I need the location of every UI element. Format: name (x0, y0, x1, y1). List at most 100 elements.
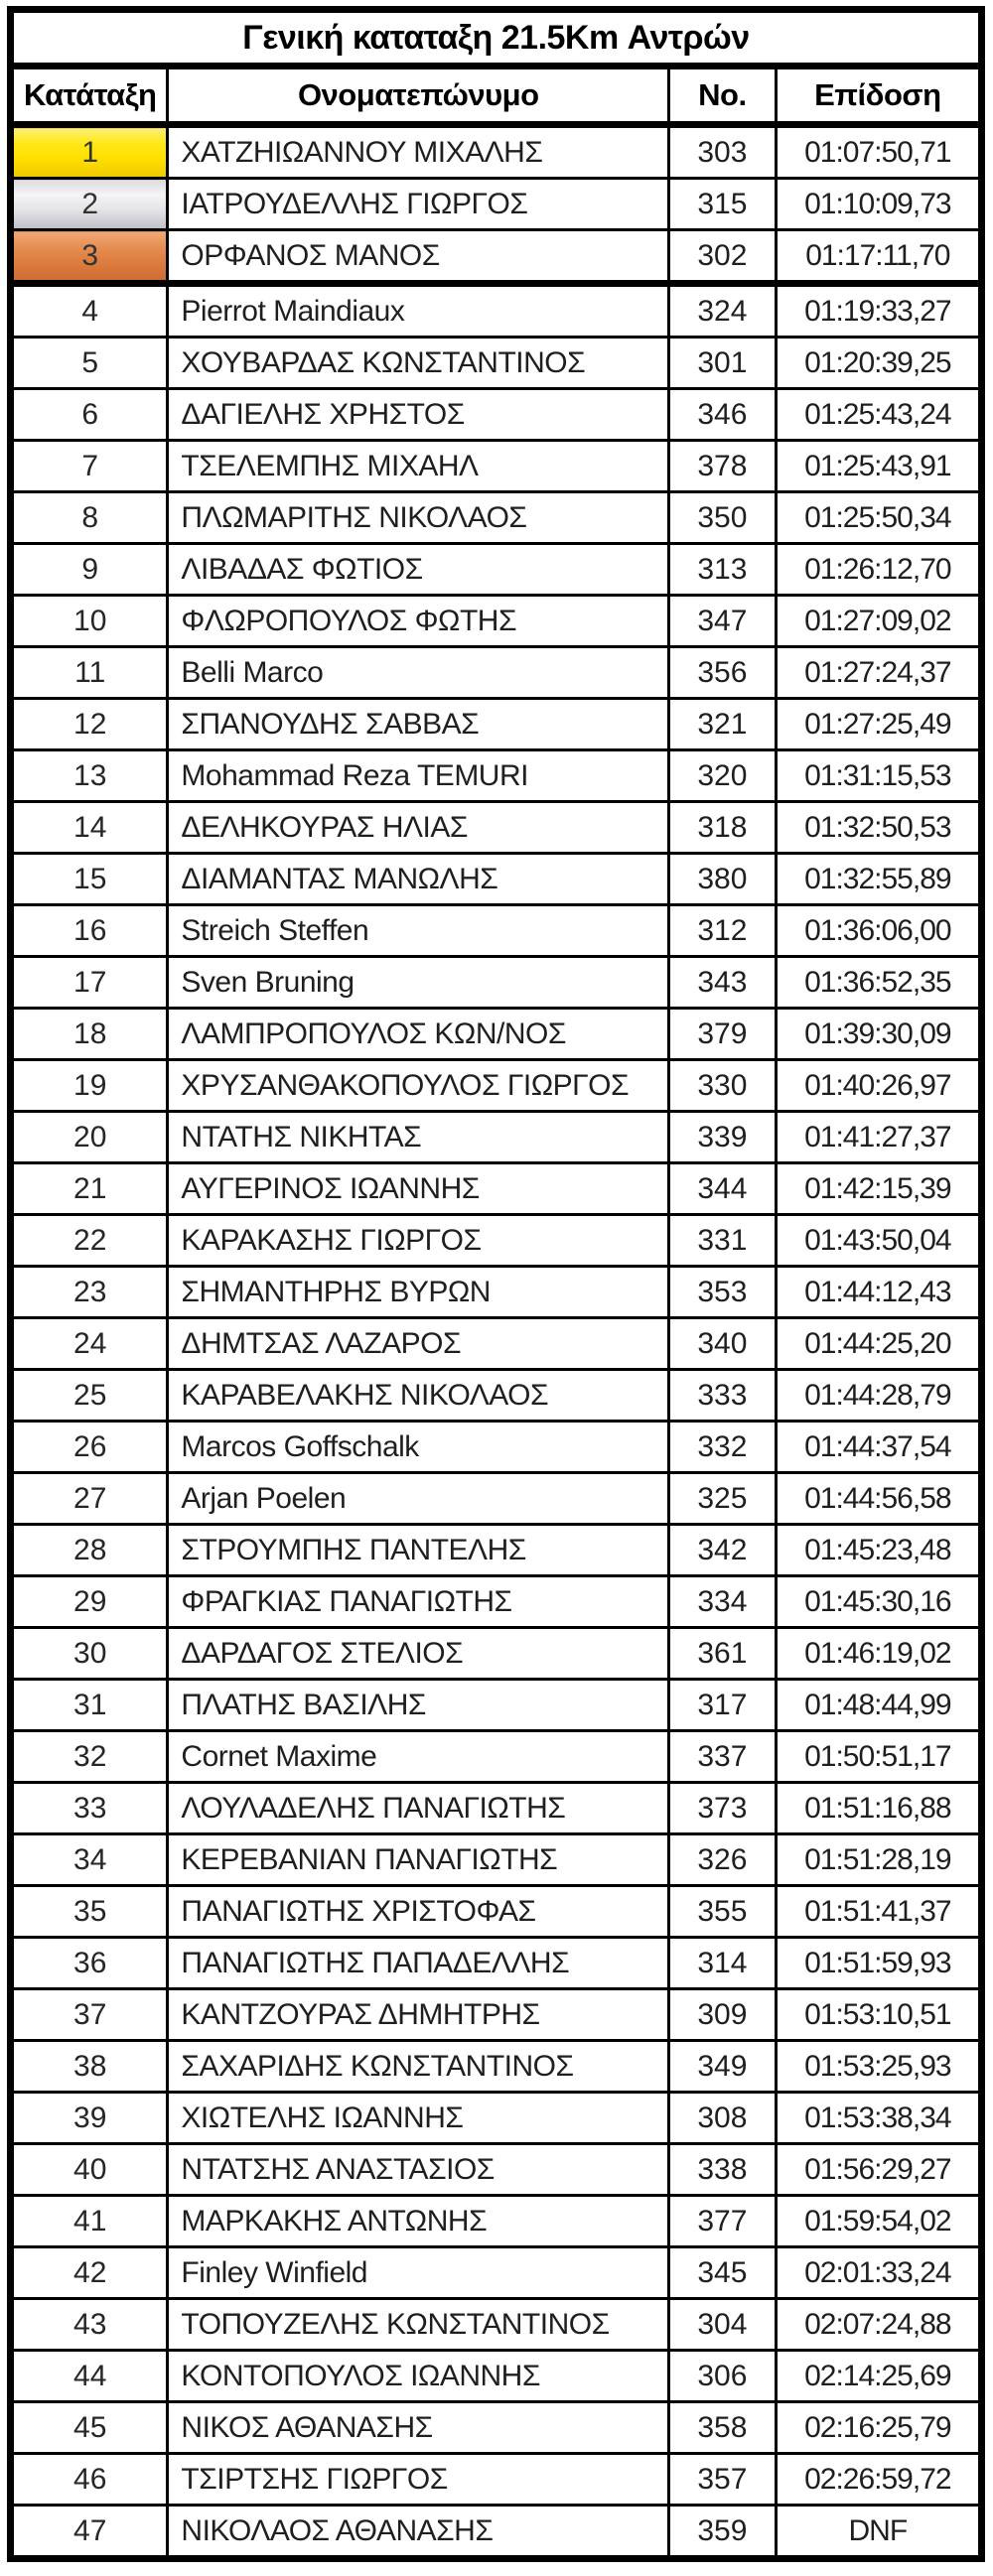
name-cell: Belli Marco (166, 645, 671, 700)
bib-number-cell: 356 (667, 645, 778, 700)
bib-number-cell: 345 (667, 2245, 778, 2300)
rank-cell: 32 (8, 1729, 170, 1784)
name-cell: ΧΟΥΒΑΡΔΑΣ ΚΩΝΣΤΑΝΤΙΝΟΣ (166, 336, 671, 390)
time-cell: 01:44:56,58 (774, 1471, 984, 1526)
table-row: 18 ΛΑΜΠΡΟΠΟΥΛΟΣ ΚΩΝ/ΝΟΣ 379 01:39:30,09 (8, 1007, 984, 1061)
bib-number-cell: 373 (667, 1781, 778, 1835)
name-cell: ΣΠΑΝΟΥΔΗΣ ΣΑΒΒΑΣ (166, 697, 671, 751)
bib-number-cell: 343 (667, 955, 778, 1010)
rank-cell: 7 (8, 439, 170, 493)
time-cell: 01:53:25,93 (774, 2039, 984, 2094)
rank-cell: 31 (8, 1678, 170, 1732)
rank-cell: 24 (8, 1316, 170, 1371)
table-header-row: Κατάταξη Ονοματεπώνυμο No. Επίδοση (8, 65, 984, 128)
rank-cell: 29 (8, 1574, 170, 1629)
bib-number-cell: 344 (667, 1161, 778, 1216)
rank-cell: 47 (8, 2504, 170, 2560)
time-cell: 01:27:09,02 (774, 594, 984, 648)
time-cell: 01:25:50,34 (774, 490, 984, 545)
name-cell: ΔΑΡΔΑΓΟΣ ΣΤΕΛΙΟΣ (166, 1626, 671, 1681)
table-row: 41 ΜΑΡΚΑΚΗΣ ΑΝΤΩΝΗΣ 377 01:59:54,02 (8, 2194, 984, 2248)
table-row: 37 ΚΑΝΤΖΟΥΡΑΣ ΔΗΜΗΤΡΗΣ 309 01:53:10,51 (8, 1987, 984, 2042)
bib-number-cell: 339 (667, 1110, 778, 1164)
table-row: 46 ΤΣΙΡΤΣΗΣ ΓΙΩΡΓΟΣ 357 02:26:59,72 (8, 2452, 984, 2507)
rank-cell: 27 (8, 1471, 170, 1526)
name-cell: ΛΙΒΑΔΑΣ ΦΩΤΙΟΣ (166, 542, 671, 597)
rank-cell: 3 (8, 228, 170, 287)
rank-cell: 44 (8, 2349, 170, 2403)
time-cell: 02:16:25,79 (774, 2400, 984, 2455)
time-cell: 01:51:16,88 (774, 1781, 984, 1835)
rank-cell: 18 (8, 1007, 170, 1061)
table-row: 23 ΣΗΜΑΝΤΗΡΗΣ ΒΥΡΩΝ 353 01:44:12,43 (8, 1265, 984, 1319)
time-cell: DNF (774, 2504, 984, 2560)
table-row: 6 ΔΑΓΙΕΛΗΣ ΧΡΗΣΤΟΣ 346 01:25:43,24 (8, 387, 984, 442)
column-header-name: Ονοματεπώνυμο (166, 65, 671, 128)
name-cell: Marcos Goffschalk (166, 1420, 671, 1474)
bib-number-cell: 325 (667, 1471, 778, 1526)
time-cell: 01:36:52,35 (774, 955, 984, 1010)
bib-number-cell: 357 (667, 2452, 778, 2507)
bib-number-cell: 308 (667, 2091, 778, 2145)
name-cell: ΝΙΚΟΣ ΑΘΑΝΑΣΗΣ (166, 2400, 671, 2455)
rank-cell: 5 (8, 336, 170, 390)
name-cell: Arjan Poelen (166, 1471, 671, 1526)
bib-number-cell: 303 (667, 123, 778, 180)
rank-cell: 28 (8, 1523, 170, 1577)
rank-cell: 45 (8, 2400, 170, 2455)
name-cell: Cornet Maxime (166, 1729, 671, 1784)
bib-number-cell: 320 (667, 748, 778, 803)
time-cell: 01:51:59,93 (774, 1936, 984, 1990)
table-row: 21 ΑΥΓΕΡΙΝΟΣ ΙΩΑΝΝΗΣ 344 01:42:15,39 (8, 1161, 984, 1216)
time-cell: 01:43:50,04 (774, 1213, 984, 1268)
time-cell: 01:51:41,37 (774, 1884, 984, 1939)
bib-number-cell: 378 (667, 439, 778, 493)
time-cell: 01:26:12,70 (774, 542, 984, 597)
rank-cell: 11 (8, 645, 170, 700)
time-cell: 01:19:33,27 (774, 282, 984, 339)
table-row: 26 Marcos Goffschalk 332 01:44:37,54 (8, 1420, 984, 1474)
table-row: 28 ΣΤΡΟΥΜΠΗΣ ΠΑΝΤΕΛΗΣ 342 01:45:23,48 (8, 1523, 984, 1577)
table-row: 43 ΤΟΠΟΥΖΕΛΗΣ ΚΩΝΣΤΑΝΤΙΝΟΣ 304 02:07:24,… (8, 2297, 984, 2352)
time-cell: 01:42:15,39 (774, 1161, 984, 1216)
name-cell: Finley Winfield (166, 2245, 671, 2300)
name-cell: ΦΛΩΡΟΠΟΥΛΟΣ ΦΩΤΗΣ (166, 594, 671, 648)
name-cell: ΚΟΝΤΟΠΟΥΛΟΣ ΙΩΑΝΝΗΣ (166, 2349, 671, 2403)
time-cell: 01:07:50,71 (774, 123, 984, 180)
table-row: 35 ΠΑΝΑΓΙΩΤΗΣ ΧΡΙΣΤΟΦΑΣ 355 01:51:41,37 (8, 1884, 984, 1939)
name-cell: ΑΥΓΕΡΙΝΟΣ ΙΩΑΝΝΗΣ (166, 1161, 671, 1216)
time-cell: 01:44:37,54 (774, 1420, 984, 1474)
table-row: 31 ΠΛΑΤΗΣ ΒΑΣΙΛΗΣ 317 01:48:44,99 (8, 1678, 984, 1732)
name-cell: ΠΛΑΤΗΣ ΒΑΣΙΛΗΣ (166, 1678, 671, 1732)
name-cell: ΠΑΝΑΓΙΩΤΗΣ ΧΡΙΣΤΟΦΑΣ (166, 1884, 671, 1939)
table-row: 44 ΚΟΝΤΟΠΟΥΛΟΣ ΙΩΑΝΝΗΣ 306 02:14:25,69 (8, 2349, 984, 2403)
name-cell: ΧΑΤΖΗΙΩΑΝΝΟΥ ΜΙΧΑΛΗΣ (166, 123, 671, 180)
time-cell: 01:40:26,97 (774, 1058, 984, 1113)
table-row: 5 ΧΟΥΒΑΡΔΑΣ ΚΩΝΣΤΑΝΤΙΝΟΣ 301 01:20:39,25 (8, 336, 984, 390)
rank-cell: 40 (8, 2142, 170, 2197)
bib-number-cell: 302 (667, 228, 778, 287)
time-cell: 01:27:25,49 (774, 697, 984, 751)
name-cell: ΚΑΡΑΒΕΛΑΚΗΣ ΝΙΚΟΛΑΟΣ (166, 1368, 671, 1423)
rank-cell: 35 (8, 1884, 170, 1939)
bib-number-cell: 380 (667, 852, 778, 906)
bib-number-cell: 377 (667, 2194, 778, 2248)
table-row: 25 ΚΑΡΑΒΕΛΑΚΗΣ ΝΙΚΟΛΑΟΣ 333 01:44:28,79 (8, 1368, 984, 1423)
name-cell: Streich Steffen (166, 903, 671, 958)
bib-number-cell: 313 (667, 542, 778, 597)
rank-cell: 22 (8, 1213, 170, 1268)
time-cell: 01:32:55,89 (774, 852, 984, 906)
time-cell: 01:59:54,02 (774, 2194, 984, 2248)
table-row: 9 ΛΙΒΑΔΑΣ ΦΩΤΙΟΣ 313 01:26:12,70 (8, 542, 984, 597)
bib-number-cell: 338 (667, 2142, 778, 2197)
name-cell: ΔΗΜΤΣΑΣ ΛΑΖΑΡΟΣ (166, 1316, 671, 1371)
rank-cell: 33 (8, 1781, 170, 1835)
name-cell: ΟΡΦΑΝΟΣ ΜΑΝΟΣ (166, 228, 671, 287)
column-header-time: Επίδοση (774, 65, 984, 128)
bib-number-cell: 324 (667, 282, 778, 339)
race-results-table: Γενική καταταξη 21.5Km Αντρών Κατάταξη Ο… (7, 6, 985, 2562)
table-row: 8 ΠΛΩΜΑΡΙΤΗΣ ΝΙΚΟΛΑΟΣ 350 01:25:50,34 (8, 490, 984, 545)
rank-cell: 46 (8, 2452, 170, 2507)
time-cell: 01:46:19,02 (774, 1626, 984, 1681)
rank-cell: 10 (8, 594, 170, 648)
